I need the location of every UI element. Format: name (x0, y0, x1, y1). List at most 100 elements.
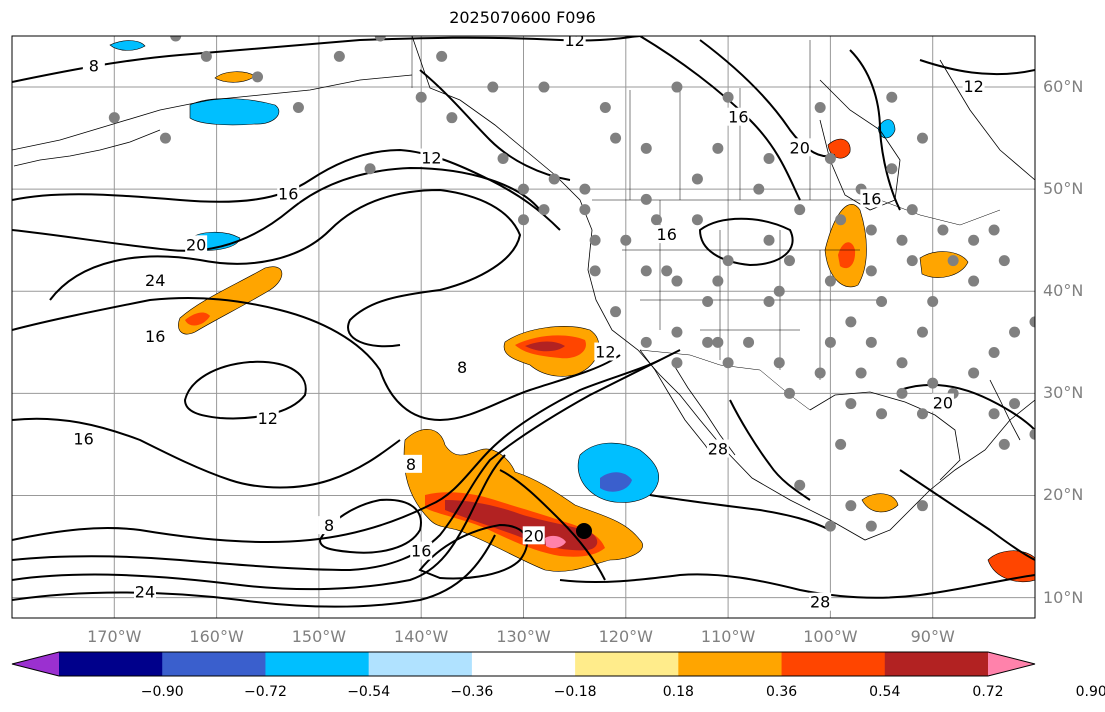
shading-warm-caribbean (987, 550, 1035, 583)
contour-line (499, 469, 606, 581)
contour-label: 16 (861, 189, 881, 208)
contour-label-bg (788, 138, 811, 157)
observation-dot (886, 163, 898, 175)
observation-dot (548, 173, 560, 185)
contour-label: 16 (728, 108, 748, 127)
map-frame (11, 35, 1036, 619)
contour-label-bg (727, 107, 750, 126)
observation-dot (968, 275, 980, 287)
contour-label-bg (256, 408, 279, 427)
observation-dot (661, 265, 673, 277)
colorbar-segments (12, 652, 1035, 676)
observation-dot (988, 347, 1000, 359)
lat-label: 50°N (1043, 179, 1084, 199)
shading-warm-cuba (861, 493, 899, 513)
observation-dot (886, 91, 898, 103)
contour-line (849, 49, 901, 211)
observation-dot (824, 275, 836, 287)
contour-label: 16 (657, 225, 677, 244)
coastline-gulf-mexico (809, 391, 961, 481)
contour-line (12, 36, 641, 83)
contour-line (919, 59, 1035, 76)
observation-dot (538, 81, 550, 93)
political-boundaries (411, 36, 1001, 411)
contour-line (559, 573, 1035, 599)
observation-dot (1029, 428, 1035, 440)
colorbar-tick-label: 0.18 (662, 684, 694, 700)
observation-dot (794, 479, 806, 491)
observation-dot (610, 306, 622, 318)
observation-dot (640, 336, 652, 348)
shading-warm-plains-inner (838, 242, 856, 269)
observation-dot (640, 142, 652, 154)
observation-dot (824, 520, 836, 532)
observation-dot (876, 408, 888, 420)
observation-dot (743, 336, 755, 348)
contour-line (12, 297, 621, 422)
colorbar-segment (162, 652, 266, 676)
coastline-north-america (411, 36, 1035, 541)
lon-label: 160°W (189, 627, 244, 646)
contour-label: 24 (135, 582, 155, 601)
observation-dot (1009, 398, 1021, 410)
observation-dot (845, 398, 857, 410)
colorbar-extend-high (988, 652, 1035, 676)
lon-label: 170°W (87, 627, 142, 646)
observation-dot (712, 142, 724, 154)
observation-dot (824, 153, 836, 165)
station-observations (108, 36, 1035, 532)
observation-dot (200, 50, 212, 62)
observation-dot (579, 183, 591, 195)
observation-dot (108, 112, 120, 124)
observation-dot (415, 91, 427, 103)
observation-dot (579, 204, 591, 216)
colorbar-outline (11, 651, 1036, 677)
contour-line (698, 217, 794, 267)
contour-label: 12 (564, 31, 584, 50)
observation-dot (712, 275, 724, 287)
shading-cool-120w-inner (600, 472, 632, 492)
contour-label-bg (451, 357, 474, 376)
observation-dot (916, 408, 928, 420)
observation-dot (988, 408, 1000, 420)
contour-line (12, 166, 541, 252)
lat-label: 30°N (1043, 383, 1084, 403)
colorbar-segment (781, 652, 886, 676)
observation-dot (671, 275, 683, 287)
observation-dot (333, 50, 345, 62)
observation-dot (722, 91, 734, 103)
colorbar-segment (265, 652, 370, 676)
lon-label: 110°W (700, 627, 756, 646)
contour-label-bg (185, 235, 208, 254)
colorbar-tick-label: −0.54 (347, 684, 391, 700)
map-title: 2025070600 F096 (449, 8, 596, 27)
contour-label: 8 (324, 516, 334, 535)
observation-dot (763, 234, 775, 246)
observation-dot (763, 153, 775, 165)
contour-label-bg (594, 342, 617, 361)
colorbar-tick-label: 0.54 (869, 684, 901, 700)
observation-dot (906, 255, 918, 267)
contour-label-bg (809, 592, 832, 611)
observation-dot (865, 224, 877, 236)
border-canada-provinces (629, 40, 811, 200)
observation-dot (896, 387, 908, 399)
contour-line (12, 417, 401, 489)
colorbar-tick-label: −0.90 (140, 684, 184, 700)
observation-dot (691, 214, 703, 226)
lon-label: 90°W (910, 627, 955, 646)
coastline-florida (989, 379, 1021, 441)
contour-label-bg (133, 582, 156, 601)
observation-dot (773, 357, 785, 369)
colorbar-tick-label: −0.18 (553, 684, 597, 700)
contour-label: 12 (595, 343, 615, 362)
observation-dot (824, 336, 836, 348)
observation-dot (865, 265, 877, 277)
colorbar (11, 651, 1036, 677)
observation-dot (835, 214, 847, 226)
observation-dot (968, 367, 980, 379)
observation-dot (640, 193, 652, 205)
colorbar-segment (59, 652, 163, 676)
observation-dot (998, 438, 1010, 450)
observation-dot (876, 295, 888, 307)
